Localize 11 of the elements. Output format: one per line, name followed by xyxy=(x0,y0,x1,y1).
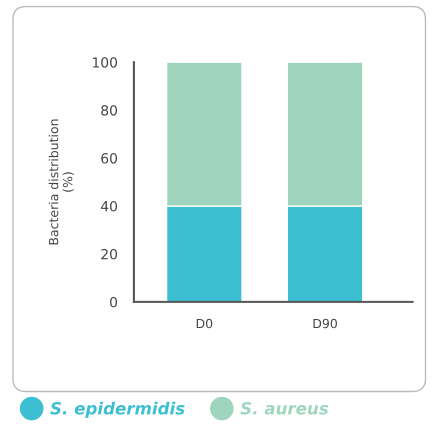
legend-label: S. aureus xyxy=(240,402,328,415)
y-tick-label: 80 xyxy=(101,105,118,116)
y-tick-label: 40 xyxy=(100,200,118,212)
y-axis-title: Bacteria distribution (%) xyxy=(48,120,74,244)
y-tick-label: 20 xyxy=(101,248,118,260)
legend-label: S. epidermidis xyxy=(50,402,185,418)
y-tick-label: 0 xyxy=(110,296,118,308)
x-tick-label: D0 xyxy=(196,318,212,328)
x-tick-label: D90 xyxy=(313,318,337,328)
y-tick-label: 100 xyxy=(92,57,118,68)
y-tick-label: 60 xyxy=(101,153,118,164)
